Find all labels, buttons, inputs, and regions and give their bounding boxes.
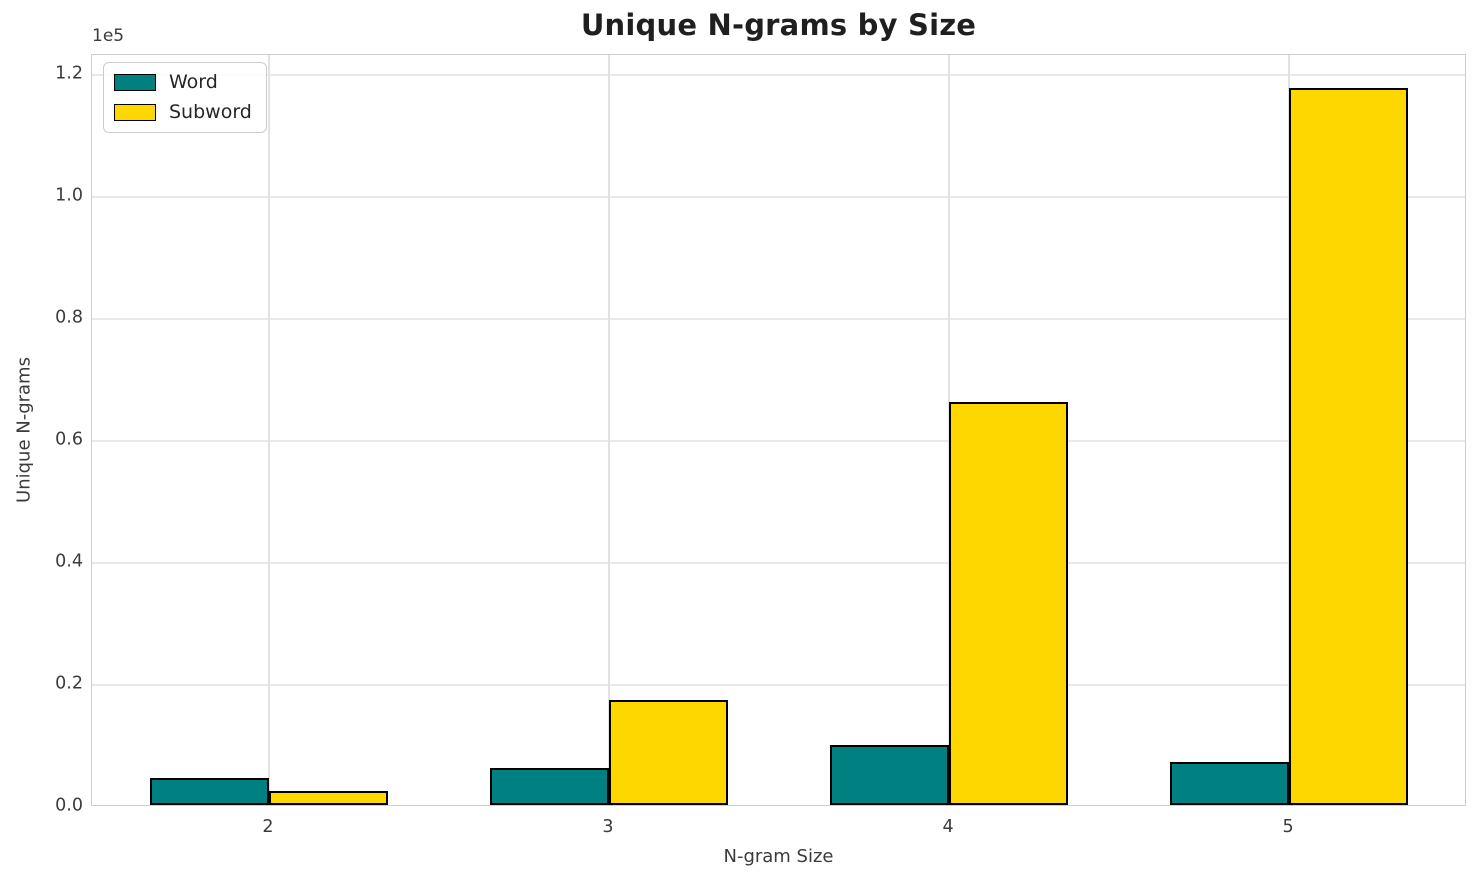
y-gridline-1.0 [92, 196, 1465, 198]
x-gridline-4 [948, 55, 950, 805]
bar-subword-4 [949, 402, 1069, 805]
y-axis-offset-label: 1e5 [92, 26, 125, 46]
legend-entry-subword: Subword [114, 103, 252, 122]
legend-swatch-word-icon [114, 74, 156, 91]
bar-subword-3 [609, 700, 729, 805]
legend-label-subword: Subword [169, 101, 252, 123]
plot-area: Word Subword [91, 54, 1466, 806]
y-tick-label-0.6: 0.6 [55, 429, 83, 450]
bar-word-2 [149, 777, 269, 805]
legend-entry-word: Word [114, 73, 252, 92]
y-gridline-0.6 [92, 440, 1465, 442]
x-gridline-2 [268, 55, 270, 805]
y-tick-label-0.0: 0.0 [55, 795, 83, 816]
x-axis-label: N-gram Size [723, 846, 834, 867]
legend-label-word: Word [169, 71, 218, 93]
y-tick-label-1.2: 1.2 [55, 63, 83, 84]
x-gridline-3 [608, 55, 610, 805]
y-tick-label-0.4: 0.4 [55, 551, 83, 572]
x-tick-label-2: 2 [262, 817, 274, 837]
bar-word-4 [829, 745, 950, 805]
legend: Word Subword [103, 62, 267, 133]
bar-subword-5 [1289, 88, 1409, 805]
y-tick-label-1.0: 1.0 [55, 185, 83, 206]
chart-title: Unique N-grams by Size [580, 8, 977, 42]
x-tick-label-3: 3 [602, 817, 614, 837]
x-tick-label-4: 4 [942, 817, 954, 837]
bar-word-5 [1170, 761, 1290, 805]
y-tick-label-0.8: 0.8 [55, 307, 83, 328]
y-gridline-0.2 [92, 684, 1465, 686]
y-gridline-1.2 [92, 74, 1465, 76]
y-tick-label-0.2: 0.2 [55, 673, 83, 694]
x-tick-label-5: 5 [1282, 817, 1294, 837]
y-gridline-0.4 [92, 562, 1465, 564]
legend-swatch-subword-icon [114, 104, 156, 121]
y-gridline-0.8 [92, 318, 1465, 320]
bar-word-3 [489, 768, 609, 805]
bar-subword-2 [268, 790, 389, 805]
